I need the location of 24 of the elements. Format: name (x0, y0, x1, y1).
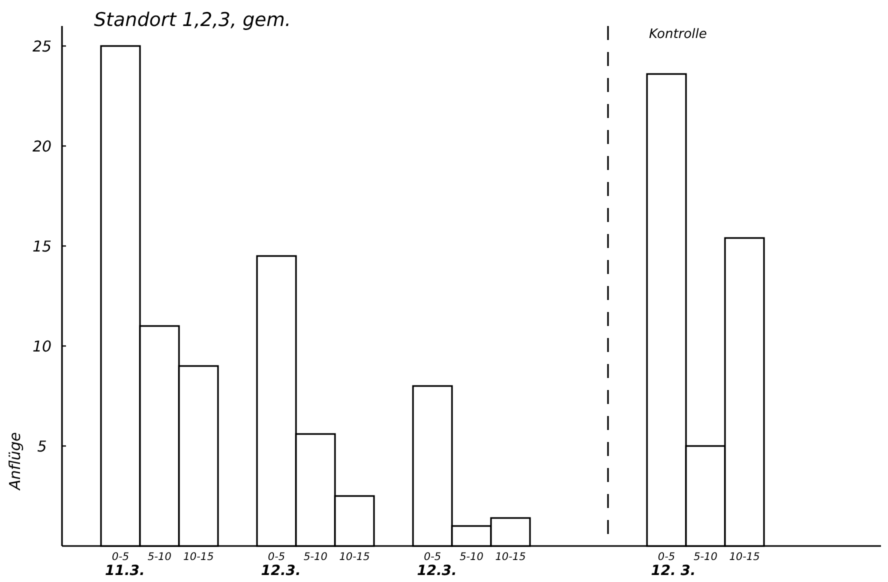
text: 12. 3. (651, 563, 696, 579)
x-tick-label: 0-5 (424, 551, 442, 563)
x-tick-label: 10-15 (183, 551, 214, 563)
x-tick-label: 0-5 (658, 551, 676, 563)
y-tick-label: 10 (32, 337, 52, 356)
text: 12.3. (417, 563, 457, 579)
x-tick-label: 0-5 (268, 551, 286, 563)
chart-title: Standort 1,2,3, gem. (94, 9, 291, 31)
x-tick-label: 5-10 (304, 551, 328, 563)
x-tick-label: 10-15 (339, 551, 370, 563)
y-axis-title: Anflüge (6, 432, 24, 491)
y-tick-label: 15 (32, 237, 52, 256)
x-tick-label: 10-15 (495, 551, 526, 563)
y-tick-label: 20 (32, 137, 52, 156)
x-tick-label: 0-5 (112, 551, 130, 563)
x-tick-label: 10-15 (729, 551, 760, 563)
y-tick-label: 5 (37, 437, 47, 456)
x-tick-label: 5-10 (148, 551, 172, 563)
text: 12.3. (261, 563, 301, 579)
x-tick-label: 5-10 (694, 551, 718, 563)
x-tick-label: 5-10 (460, 551, 484, 563)
text: 11.3. (105, 563, 145, 579)
y-tick-label: 25 (32, 37, 52, 56)
chart-title: Kontrolle (649, 27, 707, 42)
